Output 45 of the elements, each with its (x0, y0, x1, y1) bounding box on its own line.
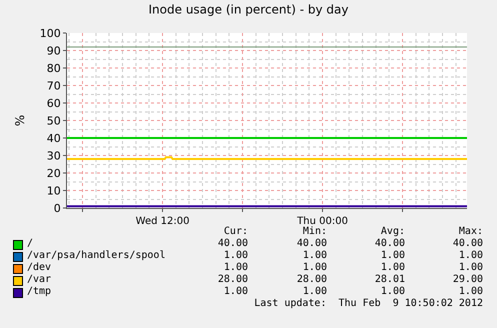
y-tick-label: 100 (40, 26, 61, 40)
text: 28.00 (218, 274, 248, 286)
y-tick-label: 0 (54, 202, 61, 215)
text: 40.00 (452, 238, 483, 250)
text: 28.01 (374, 274, 405, 286)
text: 40.00 (218, 238, 248, 250)
text: 1.00 (224, 250, 248, 262)
y-tick-label: 40 (46, 132, 61, 145)
y-tick-label: 90 (46, 44, 61, 58)
text: 28.00 (296, 274, 327, 286)
text: 1.00 (458, 250, 483, 262)
text: 1.00 (302, 250, 327, 262)
legend-label: /tmp (27, 286, 52, 298)
text: Last update: Thu Feb 9 10:50:02 2012 (254, 298, 483, 310)
y-axis-title: % (13, 114, 28, 126)
chart-title: Inode usage (in percent) - by day (148, 2, 348, 16)
text: 1.00 (380, 286, 405, 298)
text: Avg: (380, 226, 405, 238)
y-tick-label: 10 (46, 184, 61, 198)
x-tick-label: Thu 00:00 (296, 216, 348, 227)
text: 1.00 (302, 262, 327, 274)
y-tick-label: 80 (46, 62, 61, 75)
text: 1.00 (458, 286, 483, 298)
text: 1.00 (302, 286, 327, 298)
y-tick-label: 70 (46, 79, 61, 92)
text: 40.00 (296, 238, 327, 250)
y-tick-label: 30 (46, 149, 61, 162)
text: 1.00 (224, 262, 248, 274)
text: 1.00 (380, 250, 405, 262)
text: Min: (302, 226, 327, 238)
text: 1.00 (224, 286, 248, 298)
text: 1.00 (458, 262, 483, 274)
text: 1.00 (380, 262, 405, 274)
legend-label: / (27, 238, 34, 250)
text: 29.00 (452, 274, 483, 286)
text: Cur: (224, 226, 248, 238)
x-tick-label: Wed 12:00 (136, 216, 190, 227)
y-tick-label: 60 (46, 96, 61, 110)
text: Max: (458, 226, 483, 238)
y-tick-label: 50 (46, 114, 61, 128)
legend-label: /var (27, 274, 52, 286)
text: 40.00 (374, 238, 405, 250)
y-tick-label: 20 (46, 166, 61, 180)
legend-label: /dev (27, 262, 52, 274)
legend-label: /var/psa/handlers/spool (27, 250, 166, 262)
